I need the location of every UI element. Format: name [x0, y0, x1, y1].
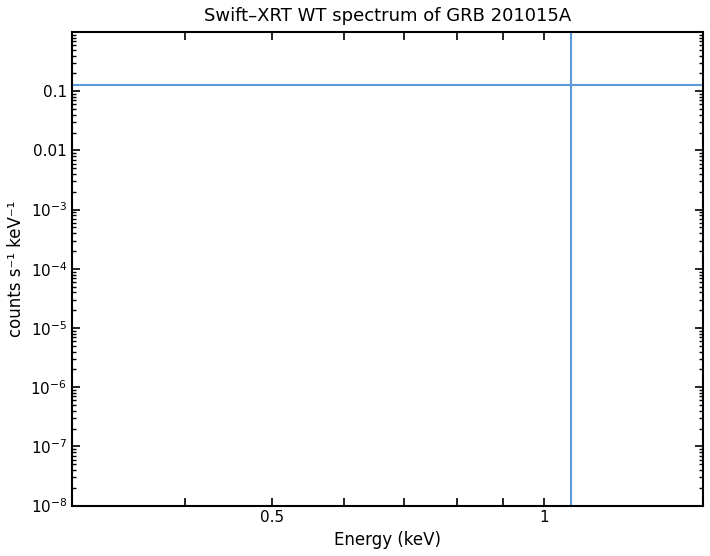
Title: Swift–XRT WT spectrum of GRB 201015A: Swift–XRT WT spectrum of GRB 201015A — [204, 7, 571, 25]
Y-axis label: counts s⁻¹ keV⁻¹: counts s⁻¹ keV⁻¹ — [7, 201, 25, 337]
X-axis label: Energy (keV): Energy (keV) — [334, 531, 441, 549]
